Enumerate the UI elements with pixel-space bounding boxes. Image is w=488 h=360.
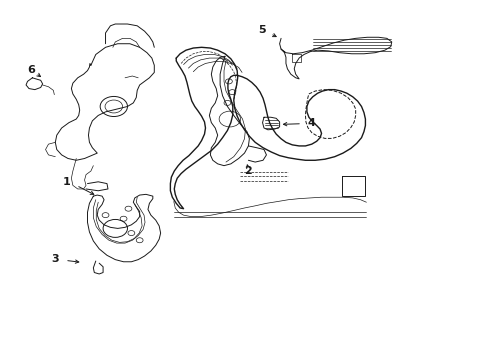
Text: 3: 3 xyxy=(51,254,59,264)
Text: 6: 6 xyxy=(27,64,35,75)
Text: 5: 5 xyxy=(257,25,265,35)
Text: 2: 2 xyxy=(244,166,252,176)
Text: 1: 1 xyxy=(62,177,70,187)
Text: 4: 4 xyxy=(307,118,315,128)
